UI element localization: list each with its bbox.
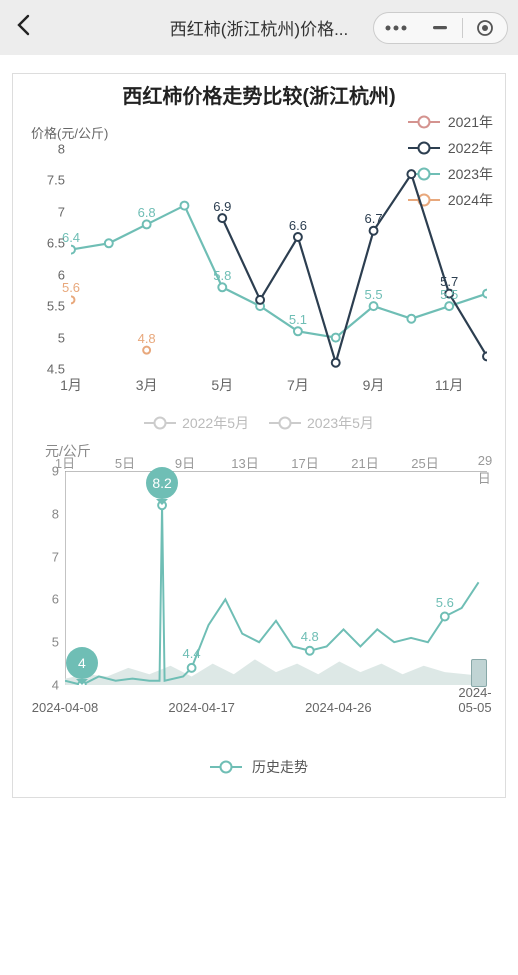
chart-container: 西红柿价格走势比较(浙江杭州) 价格(元/公斤) 2021年2022年2023年…: [12, 73, 506, 798]
data-label: 6.7: [364, 211, 382, 226]
target-icon[interactable]: [463, 13, 507, 43]
data-label: 5.1: [289, 312, 307, 327]
legend-row[interactable]: 2021年: [408, 109, 493, 135]
xtick: 7月: [287, 375, 309, 395]
app-header: 西红柿(浙江杭州)价格...: [0, 0, 518, 55]
minimize-icon[interactable]: [418, 13, 462, 43]
data-label: 6.8: [138, 205, 156, 220]
legend-item[interactable]: 2022年5月: [144, 413, 249, 433]
data-label: 4.8: [301, 629, 319, 644]
ylabel: 价格(元/公斤): [31, 123, 108, 142]
data-label: 5.7: [440, 274, 458, 289]
legend-mid: 2022年5月 2023年5月: [19, 413, 499, 433]
ytick: 6: [41, 267, 65, 282]
daily-history-chart: 2022年5月2023年5月 元/公斤 48.24.44.85.6 456789…: [19, 413, 499, 753]
xtick-top: 1日: [55, 453, 75, 472]
ytick: 7: [41, 549, 59, 564]
xtick: 9月: [363, 375, 385, 395]
ytick: 5: [41, 330, 65, 345]
data-label: 4.4: [183, 646, 201, 661]
data-bubble: 4: [66, 647, 98, 679]
data-label: 6.9: [213, 199, 231, 214]
yearly-comparison-chart: 价格(元/公斤) 2021年2022年2023年2024年 6.46.85.85…: [19, 109, 499, 409]
ytick: 7: [41, 204, 65, 219]
legend-label: 2023年5月: [307, 413, 374, 433]
legend-marker: [269, 417, 301, 429]
xtick-top: 5日: [115, 453, 135, 472]
xtick-top: 21日: [351, 453, 378, 472]
ytick: 7.5: [41, 173, 65, 188]
xtick-top: 9日: [175, 453, 195, 472]
ytick: 5.5: [41, 299, 65, 314]
ytick: 8: [41, 506, 59, 521]
ytick: 8: [41, 142, 65, 157]
data-label: 6.6: [289, 218, 307, 233]
xtick-bottom: 2024-05-05: [458, 685, 491, 715]
plot-area-2: 48.24.44.85.6: [65, 471, 487, 685]
legend-item[interactable]: 2023年5月: [269, 413, 374, 433]
xtick-bottom: 2024-04-26: [305, 700, 372, 715]
xtick: 3月: [136, 375, 158, 395]
legend-label-history: 历史走势: [252, 757, 308, 777]
data-bubble: 8.2: [146, 467, 178, 499]
back-icon[interactable]: [16, 14, 30, 41]
legend-marker: [144, 417, 176, 429]
range-slider-thumb[interactable]: [471, 659, 487, 687]
plot-area-1: 6.46.85.85.15.55.56.96.66.75.75.64.8: [71, 149, 487, 369]
xtick-bottom: 2024-04-08: [32, 700, 99, 715]
mini-program-capsule: [373, 12, 508, 44]
xtick-bottom: 2024-04-17: [168, 700, 235, 715]
xtick-top: 29日: [478, 453, 492, 487]
data-label: 5.6: [436, 595, 454, 610]
xtick-top: 17日: [291, 453, 318, 472]
xtick: 5月: [211, 375, 233, 395]
legend-label: 2022年5月: [182, 413, 249, 433]
chart-title: 西红柿价格走势比较(浙江杭州): [13, 80, 505, 109]
ytick: 6.5: [41, 236, 65, 251]
legend-label: 2021年: [448, 112, 493, 132]
xtick: 11月: [435, 375, 464, 395]
data-label: 5.8: [213, 268, 231, 283]
xtick-top: 13日: [231, 453, 258, 472]
xtick-top: 25日: [411, 453, 438, 472]
legend-marker: [408, 116, 440, 128]
legend-bottom: 历史走势: [13, 757, 505, 777]
legend-marker-history: [210, 761, 242, 773]
ytick: 5: [41, 635, 59, 650]
data-label: 5.5: [364, 287, 382, 302]
xtick: 1月: [60, 375, 82, 395]
data-label: 5.6: [62, 280, 80, 295]
data-label: 4.8: [138, 331, 156, 346]
ytick: 6: [41, 592, 59, 607]
ytick: 4: [41, 678, 59, 693]
menu-icon[interactable]: [374, 13, 418, 43]
